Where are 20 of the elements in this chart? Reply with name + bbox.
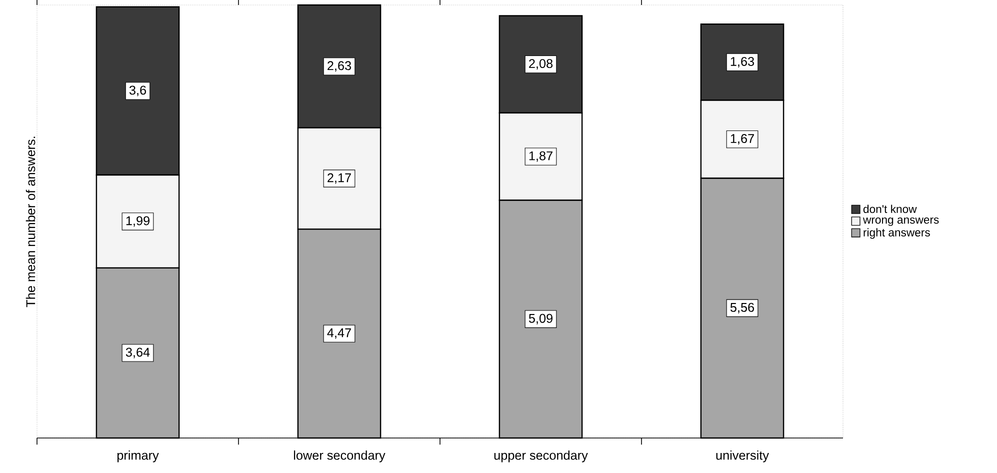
data-label: 4,47 [327, 328, 351, 339]
data-label: 1,87 [529, 151, 552, 162]
data-label: 1,63 [730, 56, 754, 68]
x-tick-label: upper secondary [494, 450, 588, 462]
data-label: 2,63 [328, 61, 352, 72]
data-label: 5,56 [730, 302, 754, 314]
data-label: 3,6 [129, 86, 146, 96]
data-label: 3,64 [126, 348, 150, 358]
data-label: 2,08 [529, 59, 553, 70]
y-axis-title: The mean number of answers. [26, 136, 36, 308]
legend-label: don't know [863, 204, 917, 214]
legend-label: right answers [864, 228, 930, 239]
data-label: 5,09 [528, 314, 552, 324]
x-tick-label: lower secondary [294, 450, 386, 462]
data-label: 1,67 [730, 134, 754, 145]
data-label: 2,17 [328, 173, 351, 184]
x-tick-label: university [716, 450, 769, 462]
data-label: 1,99 [126, 216, 150, 227]
x-tick-label: primary [117, 450, 159, 462]
legend-label: wrong answers [862, 217, 939, 226]
